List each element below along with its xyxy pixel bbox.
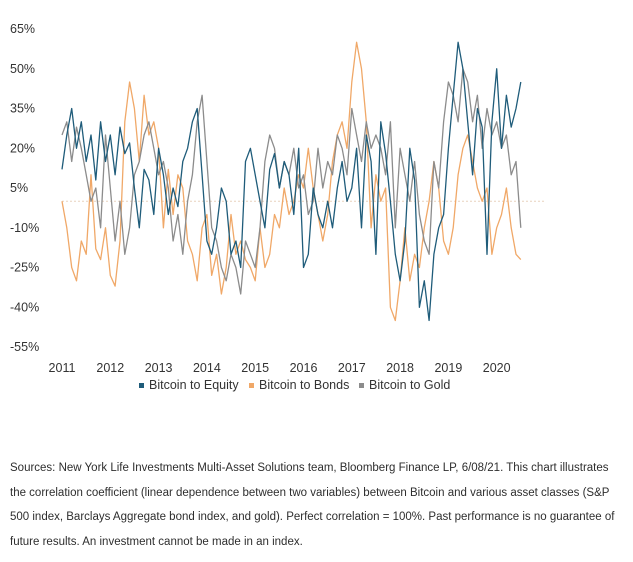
y-tick-label: 35% [10,102,35,116]
x-tick-label: 2013 [145,361,173,375]
legend-item-bitcoin-to-gold: Bitcoin to Gold [359,378,450,392]
series-lines [61,41,522,322]
series-line-bitcoin-to-gold [61,68,522,295]
legend-swatch [359,383,364,388]
y-tick-label: 20% [10,141,35,155]
series-line-bitcoin-to-bonds [61,41,522,322]
y-tick-label: -25% [10,261,39,275]
x-tick-label: 2016 [290,361,318,375]
y-tick-label: 50% [10,62,35,76]
x-tick-label: 2019 [434,361,462,375]
y-tick-label: -40% [10,300,39,314]
y-tick-label: 65% [10,22,35,36]
y-tick-label: -55% [10,340,39,354]
legend-item-bitcoin-to-bonds: Bitcoin to Bonds [249,378,349,392]
legend-label: Bitcoin to Equity [149,378,239,392]
legend-label: Bitcoin to Bonds [259,378,349,392]
legend-label: Bitcoin to Gold [369,378,450,392]
x-tick-label: 2017 [338,361,366,375]
y-tick-label: 5% [10,181,28,195]
legend-item-bitcoin-to-equity: Bitcoin to Equity [139,378,239,392]
series-line-bitcoin-to-equity [61,41,522,322]
x-tick-label: 2015 [241,361,269,375]
x-tick-label: 2020 [483,361,511,375]
y-tick-label: -10% [10,221,39,235]
x-tick-label: 2012 [96,361,124,375]
x-axis-tick-labels: 2011 2012 2013 2014 2015 2016 2017 2018 2019 2020 [49,361,511,375]
source-footnote: Sources: New York Life Investments Multi… [10,462,615,548]
x-tick-label: 2011 [49,361,76,375]
legend-swatch [249,383,254,388]
chart-legend: Bitcoin to Equity Bitcoin to Bonds Bitcoin… [139,378,450,392]
legend-swatch [139,383,144,388]
correlation-chart: 65%50%35%20%5%-10%-25%-40%-55% 2011 2012 2… [10,22,545,392]
x-tick-label: 2014 [193,361,221,375]
x-tick-label: 2018 [386,361,414,375]
y-axis-tick-labels: 65% 50% 35% 20% 5% -10% -25% -40% -55% [10,22,39,354]
